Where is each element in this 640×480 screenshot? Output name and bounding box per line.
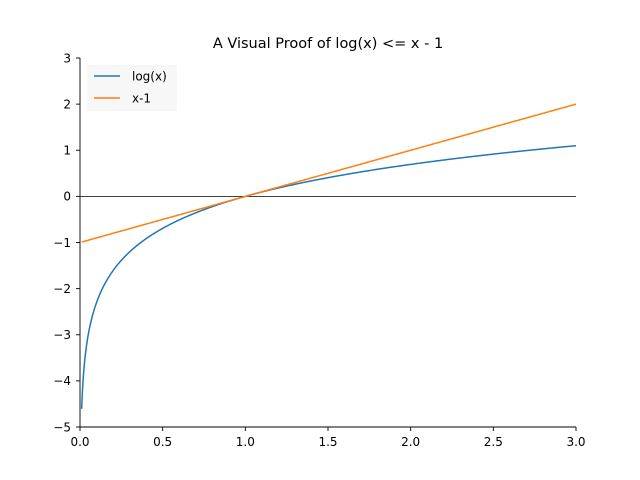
- series-line-log: [80, 144, 577, 409]
- axes: −5 −4 −3 −2 −1 0 1 2 3 0.0 0.5 1.0 1.5 2.0 2.5 3.0: [53, 51, 585, 449]
- x-tick-label: 0.5: [153, 435, 172, 449]
- plot-lines: [80, 103, 577, 409]
- x-tick-label: 0.0: [70, 435, 89, 449]
- legend-label: log(x): [132, 69, 167, 83]
- series-line-x-minus-1: [81, 103, 577, 243]
- x-tick-label: 3.0: [566, 435, 585, 449]
- y-tick-label: −5: [53, 420, 71, 434]
- y-tick-label: 1: [63, 144, 71, 158]
- x-tick-label: 1.5: [318, 435, 337, 449]
- y-tick-label: −1: [53, 236, 71, 250]
- y-tick-label: 3: [63, 51, 71, 65]
- x-tick-label: 2.5: [484, 435, 503, 449]
- y-tick-label: −2: [53, 282, 71, 296]
- y-tick-label: −3: [53, 328, 71, 342]
- chart-title: A Visual Proof of log(x) <= x - 1: [213, 36, 443, 52]
- y-tick-label: 2: [63, 97, 71, 111]
- y-tick-label: 0: [63, 190, 71, 204]
- x-tick-label: 1.0: [236, 435, 255, 449]
- legend: log(x) x-1: [87, 65, 177, 111]
- y-tick-label: −4: [53, 374, 71, 388]
- x-tick-label: 2.0: [401, 435, 420, 449]
- legend-label: x-1: [132, 91, 151, 105]
